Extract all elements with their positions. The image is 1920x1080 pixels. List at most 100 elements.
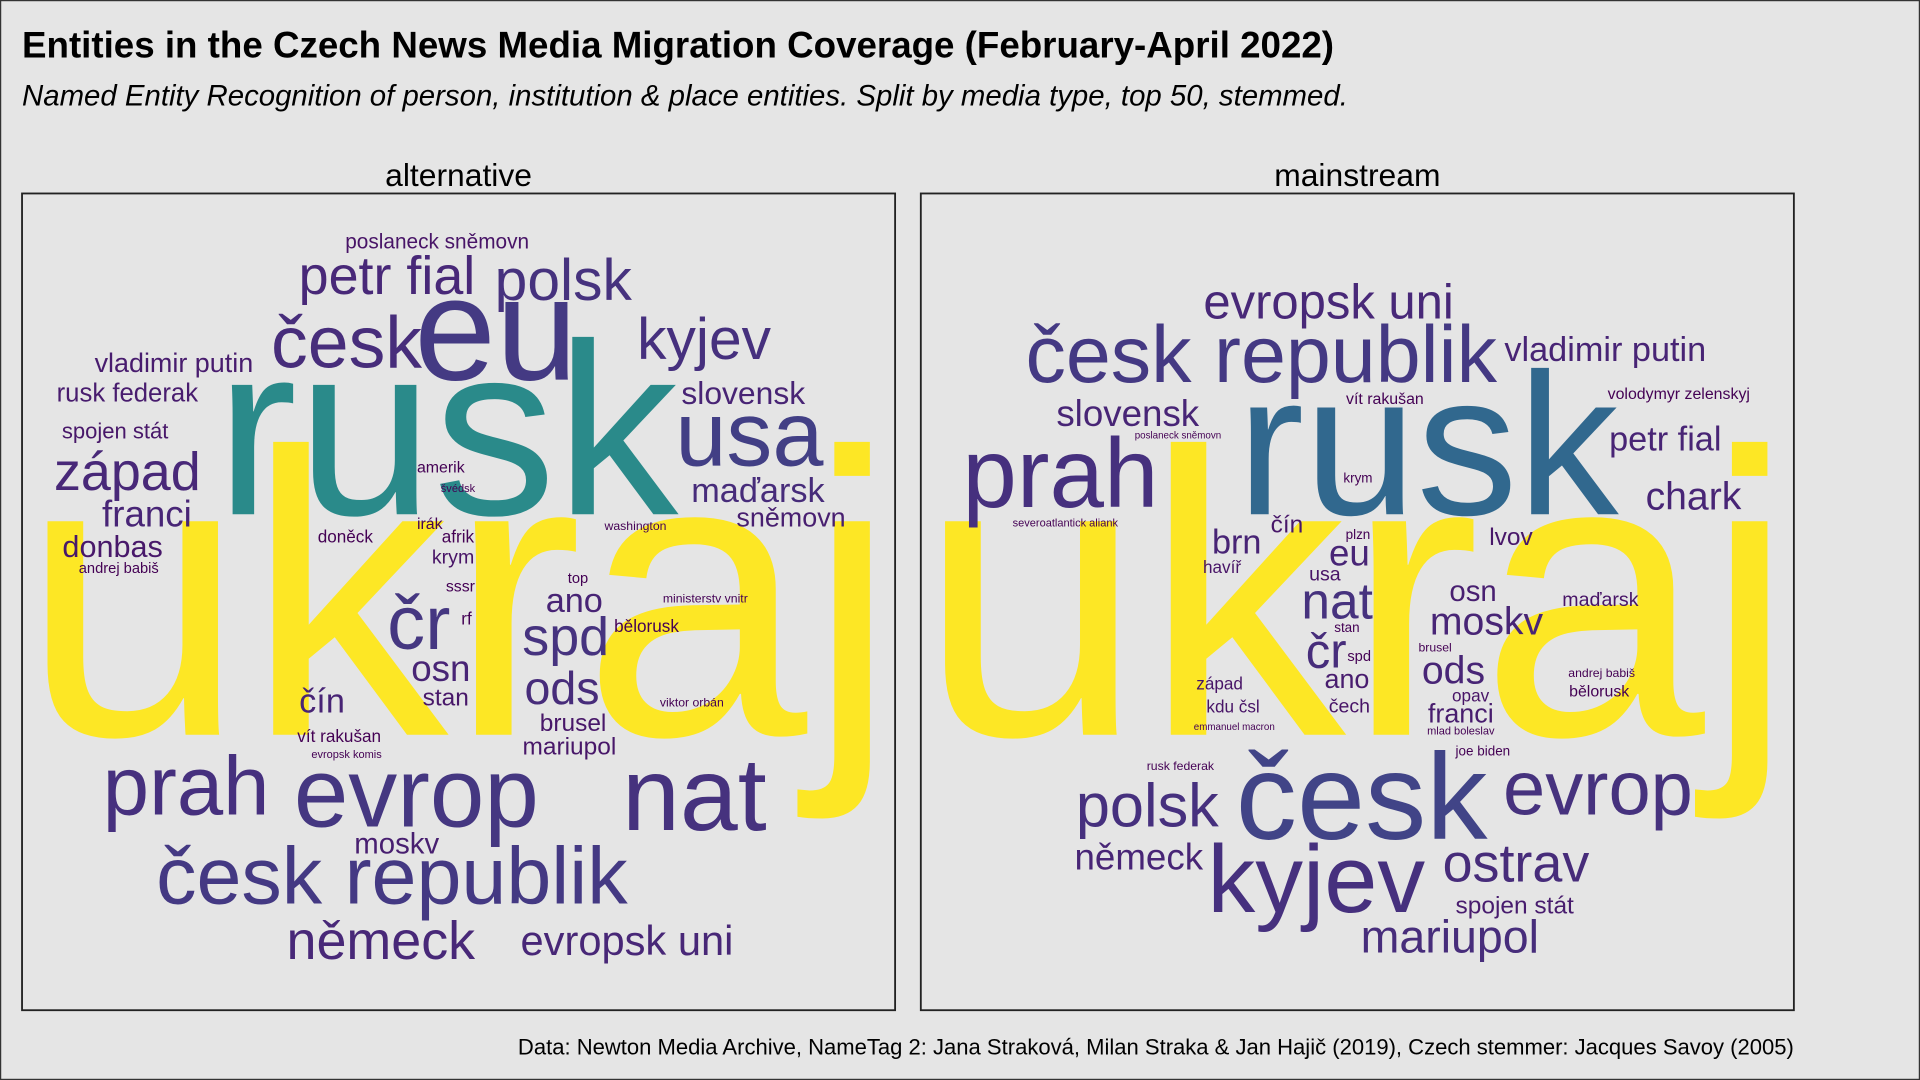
word: vladimir putin <box>1504 331 1706 369</box>
word: maďarsk <box>691 472 825 510</box>
word: ano <box>546 582 603 620</box>
word: top <box>568 571 588 587</box>
word: ods <box>525 662 600 714</box>
word: franci <box>1428 698 1494 728</box>
word: washington <box>604 519 667 533</box>
word: franci <box>102 494 192 535</box>
word: česk republik <box>1025 310 1497 400</box>
word: čín <box>299 683 345 721</box>
word: emmanuel macron <box>1194 722 1275 733</box>
word: západ <box>1196 673 1243 693</box>
word: česk <box>271 300 422 383</box>
word: vít rakušan <box>1346 391 1424 408</box>
word: brn <box>1212 523 1262 561</box>
word: evropsk komis <box>311 749 382 761</box>
word: havíř <box>1203 557 1241 577</box>
chart-title: Entities in the Czech News Media Migrati… <box>22 25 1334 66</box>
word: krym <box>1343 470 1372 485</box>
word: ukraj <box>919 369 1795 823</box>
word: ods <box>1422 649 1485 692</box>
word: osn <box>1449 575 1496 608</box>
word: nat <box>1301 571 1372 629</box>
word: česk republik <box>156 832 628 922</box>
word: moskv <box>1430 600 1544 643</box>
word: čr <box>387 581 450 666</box>
word: afrik <box>442 526 475 546</box>
word: mariupol <box>1361 911 1539 963</box>
word: vladimir putin <box>95 348 254 378</box>
word: evropsk uni <box>521 917 734 964</box>
word: čech <box>1329 696 1370 718</box>
word: doněck <box>318 526 374 546</box>
word: rusk federak <box>57 380 199 408</box>
word: prah <box>962 418 1158 528</box>
word: kyjev <box>1208 827 1426 933</box>
word: mariupol <box>522 733 616 760</box>
word: spd <box>522 607 609 667</box>
word: nat <box>622 737 767 853</box>
word: usa <box>675 383 824 485</box>
word: evropsk uni <box>1203 275 1453 329</box>
word: spojen stát <box>1456 892 1575 919</box>
word: švédsk <box>441 483 476 495</box>
word: evrop <box>294 738 539 848</box>
word: stan <box>1334 620 1359 635</box>
word: kyjev <box>637 307 772 372</box>
word: andrej babiš <box>79 561 159 577</box>
word: polsk <box>1076 772 1219 840</box>
word: německ <box>1074 836 1203 877</box>
word: usa <box>1309 563 1341 585</box>
chart-subtitle: Named Entity Recognition of person, inst… <box>22 79 1348 112</box>
word: maďarsk <box>1562 589 1638 611</box>
word: západ <box>54 442 201 502</box>
word: spojen stát <box>62 418 169 443</box>
word: rf <box>461 608 472 628</box>
word: joe biden <box>1455 744 1511 759</box>
word: slovensk <box>1056 393 1199 434</box>
word: sssr <box>446 578 476 595</box>
word: petr fial <box>299 246 476 306</box>
word: lvov <box>1489 524 1533 551</box>
word: irák <box>417 516 443 533</box>
word: slovensk <box>681 375 805 411</box>
panel-label: alternative <box>385 157 532 193</box>
word: opav <box>1452 686 1490 706</box>
word: sněmovn <box>736 503 845 533</box>
panel-border <box>919 192 1795 1012</box>
word: andrej babiš <box>1568 666 1635 680</box>
word: amerik <box>417 460 465 477</box>
word: ostrav <box>1443 834 1590 894</box>
word: moskv <box>354 827 439 860</box>
word: kdu čsl <box>1206 697 1259 717</box>
word: německ <box>287 911 477 971</box>
word: bělorusk <box>614 616 679 636</box>
word: brusel <box>540 710 607 737</box>
word: česk <box>1236 728 1489 865</box>
word: rusk federak <box>1147 759 1215 773</box>
word: eu <box>414 248 577 412</box>
word: čín <box>1271 512 1304 539</box>
word: ukraj <box>21 369 897 823</box>
word: ano <box>1324 664 1369 694</box>
word: osn <box>411 648 470 689</box>
word: prah <box>103 739 270 832</box>
word: donbas <box>62 530 162 564</box>
word: brusel <box>1418 640 1451 654</box>
word: viktor orbán <box>660 696 724 710</box>
word: poslaneck sněmovn <box>1135 430 1221 441</box>
panel-label: mainstream <box>1274 157 1440 193</box>
word: rusk <box>1237 331 1620 557</box>
word: severoatlantick aliank <box>1013 518 1119 530</box>
word: chark <box>1646 475 1742 518</box>
caption: Data: Newton Media Archive, NameTag 2: J… <box>518 1034 1794 1059</box>
word: plzn <box>1346 527 1371 542</box>
word: stan <box>423 684 469 711</box>
word: polsk <box>495 248 633 313</box>
word: volodymyr zelenskyj <box>1608 386 1750 403</box>
panel-border <box>21 192 897 1012</box>
word: krym <box>432 546 474 568</box>
